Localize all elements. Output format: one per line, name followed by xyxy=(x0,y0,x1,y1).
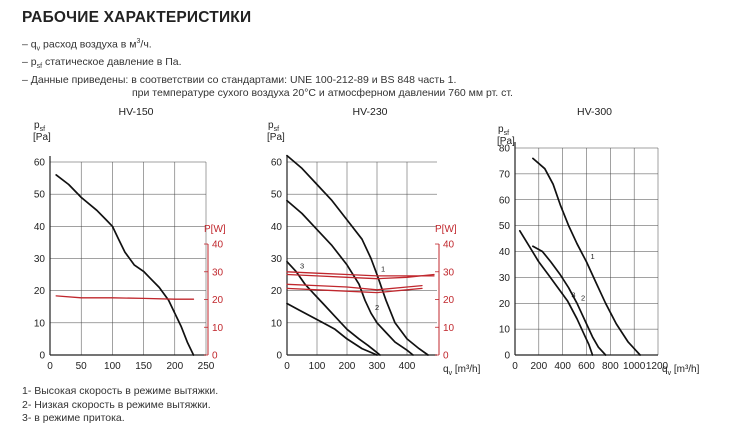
power-tick-label: 0 xyxy=(212,351,218,362)
x-tick-label: 0 xyxy=(47,361,53,372)
y-tick-label: 50 xyxy=(34,190,46,201)
y-axis-label: psf xyxy=(268,120,279,133)
power-curve-2 xyxy=(55,295,195,300)
x-tick-label: 600 xyxy=(578,361,595,372)
pressure-curve-1 xyxy=(286,154,429,356)
y-tick-label: 40 xyxy=(34,222,46,233)
x-tick-label: 0 xyxy=(284,361,290,372)
power-tick-label: 20 xyxy=(443,295,455,306)
curve-legend: 1- Высокая скорость в режиме вытяжки. 2-… xyxy=(22,385,218,426)
x-tick-label: 1000 xyxy=(623,361,646,372)
x-tick-label: 1200 xyxy=(646,361,669,372)
pressure-curve-3 xyxy=(286,260,381,356)
curve-label-2: 2 xyxy=(581,293,585,302)
y-tick-label: 70 xyxy=(499,169,511,180)
note-standards: – Данные приведены: в соответствии со ст… xyxy=(22,73,457,86)
power-tick-label: 10 xyxy=(212,323,224,334)
y-tick-label: 40 xyxy=(271,222,283,233)
power-tick-label: 10 xyxy=(443,323,455,334)
y-tick-label: 20 xyxy=(34,286,46,297)
y-tick-label: 10 xyxy=(271,318,283,329)
x-tick-label: 100 xyxy=(309,361,326,372)
power-axis-label: P[W] xyxy=(204,224,226,235)
curve-label-1: 1 xyxy=(381,265,385,274)
x-tick-label: 200 xyxy=(339,361,356,372)
y-tick-label: 0 xyxy=(276,351,282,362)
chart-title: HV-150 xyxy=(118,106,153,118)
page-heading: РАБОЧИЕ ХАРАКТЕРИСТИКИ xyxy=(22,9,252,26)
pressure-curve-3 xyxy=(518,229,594,356)
pressure-curve-1 xyxy=(532,157,641,356)
notes-block: – qv расход воздуха в м3/ч. – psf статич… xyxy=(22,35,513,101)
pressure-curve-1 xyxy=(55,174,195,356)
y-tick-label: 30 xyxy=(499,273,511,284)
y-tick-label: 60 xyxy=(34,158,46,169)
y-tick-label: 60 xyxy=(499,195,511,206)
x-tick-label: 400 xyxy=(399,361,416,372)
x-tick-label: 50 xyxy=(76,361,88,372)
y-tick-label: 0 xyxy=(39,351,45,362)
y-tick-label: 10 xyxy=(34,318,46,329)
x-tick-label: 0 xyxy=(512,361,518,372)
power-tick-label: 20 xyxy=(212,295,224,306)
chart-title: HV-230 xyxy=(352,106,387,118)
note-conditions: при температуре сухого воздуха 20°С и ат… xyxy=(132,87,513,100)
curve-note-3: 3- в режиме притока. xyxy=(22,412,125,424)
note-flow: – qv расход воздуха в м3/ч. xyxy=(22,38,152,53)
power-tick-label: 0 xyxy=(443,351,449,362)
curve-label-3: 3 xyxy=(571,291,575,300)
pressure-curve-2 xyxy=(532,245,607,356)
pressure-curve-4 xyxy=(286,302,378,356)
power-curve-7 xyxy=(286,283,423,291)
chart-title: HV-300 xyxy=(577,106,612,118)
y-tick-label: 50 xyxy=(499,221,511,232)
note-pressure: – psf статическое давление в Па. xyxy=(22,56,182,71)
power-tick-label: 30 xyxy=(443,267,455,278)
y-tick-label: 40 xyxy=(499,247,511,258)
curve-note-2: 2- Низкая скорость в режиме вытяжки. xyxy=(22,398,211,411)
curve-label-1: 1 xyxy=(591,252,595,261)
power-tick-label: 40 xyxy=(212,240,224,251)
power-curve-6 xyxy=(286,273,435,280)
power-curve-8 xyxy=(286,287,423,294)
y-axis-label: psf xyxy=(34,120,45,133)
x-tick-label: 100 xyxy=(104,361,121,372)
y-tick-label: 30 xyxy=(271,254,283,265)
x-tick-label: 200 xyxy=(166,361,183,372)
y-tick-label: 80 xyxy=(499,144,511,155)
y-tick-label: 50 xyxy=(271,190,283,201)
x-axis-label: qv [m³/h] xyxy=(443,364,481,377)
curve-label-2: 2 xyxy=(375,303,379,312)
y-tick-label: 20 xyxy=(499,299,511,310)
x-tick-label: 250 xyxy=(198,361,215,372)
y-tick-label: 20 xyxy=(271,286,283,297)
curve-note-1: 1- Высокая скорость в режиме вытяжки. xyxy=(22,385,219,397)
x-tick-label: 200 xyxy=(530,361,547,372)
y-tick-label: 30 xyxy=(34,254,46,265)
y-axis-unit: [Pa] xyxy=(267,132,285,143)
x-tick-label: 300 xyxy=(369,361,386,372)
x-tick-label: 400 xyxy=(554,361,571,372)
y-tick-label: 0 xyxy=(504,351,510,362)
x-tick-label: 150 xyxy=(135,361,152,372)
x-axis-label: qv [m³/h] xyxy=(662,364,700,377)
y-axis-label: psf xyxy=(498,124,509,137)
pressure-curve-2 xyxy=(286,199,414,356)
power-axis-label: P[W] xyxy=(435,224,457,235)
power-tick-label: 30 xyxy=(212,267,224,278)
y-axis-unit: [Pa] xyxy=(33,132,51,143)
power-curve-5 xyxy=(286,271,435,277)
y-axis-unit: [Pa] xyxy=(497,136,515,147)
x-tick-label: 800 xyxy=(602,361,619,372)
power-tick-label: 40 xyxy=(443,240,455,251)
y-tick-label: 60 xyxy=(271,158,283,169)
y-tick-label: 10 xyxy=(499,325,511,336)
curve-label-3: 3 xyxy=(300,261,304,270)
